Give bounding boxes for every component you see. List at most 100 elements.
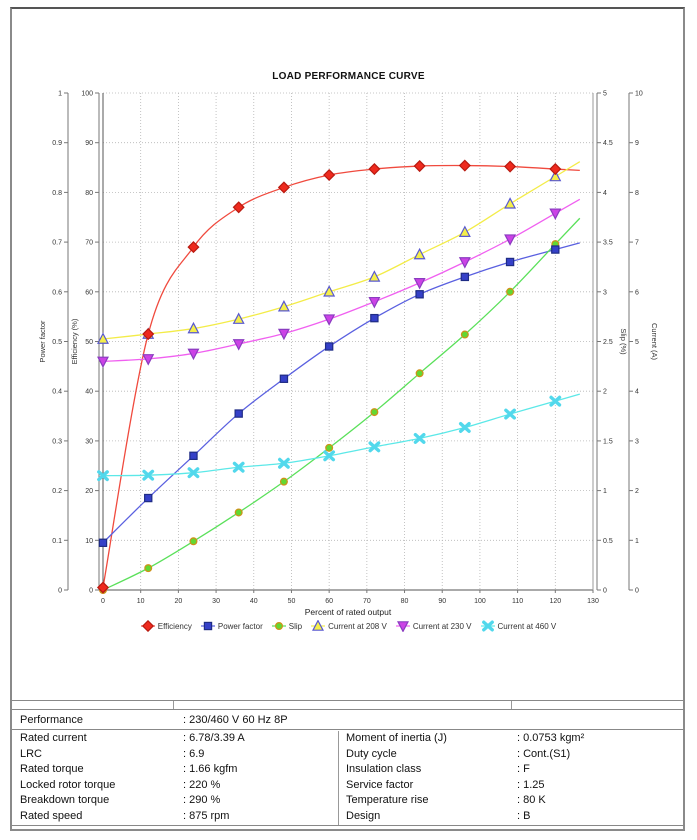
- spec-value: : 290 %: [183, 794, 221, 807]
- svg-text:0.5: 0.5: [603, 538, 613, 545]
- performance-row: Performance : 230/460 V 60 Hz 8P: [12, 710, 685, 730]
- svg-text:20: 20: [85, 488, 93, 495]
- spec-value: : 875 rpm: [183, 809, 230, 822]
- svg-text:60: 60: [85, 289, 93, 296]
- svg-text:50: 50: [288, 598, 296, 605]
- svg-text:3: 3: [635, 438, 639, 445]
- svg-text:30: 30: [85, 438, 93, 445]
- svg-text:20: 20: [174, 598, 182, 605]
- svg-text:0.6: 0.6: [52, 289, 62, 296]
- svg-text:0.7: 0.7: [52, 240, 62, 247]
- circle-marker-icon: [271, 621, 286, 631]
- svg-text:8: 8: [635, 190, 639, 197]
- axis-title-x: Percent of rated output: [305, 607, 392, 617]
- svg-text:0: 0: [603, 588, 607, 595]
- legend-item: Current at 460 V: [480, 620, 557, 632]
- svg-text:0.8: 0.8: [52, 190, 62, 197]
- legend-item: Current at 208 V: [311, 620, 387, 632]
- axis-title-slip: Slip (%): [619, 328, 628, 355]
- diamond-marker-icon: [140, 620, 155, 632]
- spec-label: Rated speed: [20, 809, 83, 822]
- spec-value: : 6.78/3.39 A: [183, 732, 245, 744]
- svg-text:3.5: 3.5: [603, 240, 613, 247]
- svg-text:0: 0: [89, 588, 93, 595]
- svg-text:1: 1: [58, 91, 62, 98]
- chart-legend: Efficiency Power factor Slip Current at 208…: [0, 620, 697, 632]
- svg-text:2: 2: [603, 389, 607, 396]
- triangle-down-marker-icon: [395, 621, 410, 632]
- svg-text:0: 0: [58, 588, 62, 595]
- spec-label: Design: [338, 808, 510, 825]
- legend-item: Efficiency: [140, 620, 192, 632]
- svg-text:4: 4: [603, 190, 607, 197]
- legend-label: Current at 460 V: [497, 621, 557, 631]
- svg-text:6: 6: [635, 289, 639, 296]
- svg-text:4.5: 4.5: [603, 140, 613, 147]
- axis-title-efficiency: Efficiency (%): [70, 318, 79, 364]
- svg-text:70: 70: [363, 598, 371, 605]
- svg-text:1: 1: [603, 488, 607, 495]
- spec-label: Rated torque: [20, 763, 84, 776]
- x-marker-icon: [480, 620, 495, 632]
- spec-table: Performance : 230/460 V 60 Hz 8P Rated c…: [12, 700, 685, 826]
- svg-text:0.9: 0.9: [52, 140, 62, 147]
- spec-label: Rated current: [20, 732, 87, 744]
- spec-table-header-strip: [12, 700, 685, 710]
- svg-text:30: 30: [212, 598, 220, 605]
- svg-text:0.2: 0.2: [52, 488, 62, 495]
- triangle-up-marker-icon: [311, 620, 326, 631]
- svg-text:10: 10: [85, 538, 93, 545]
- svg-text:7: 7: [635, 240, 639, 247]
- spec-value: : 0.0753 kgm²: [517, 732, 585, 744]
- spec-label: Performance: [20, 713, 83, 726]
- spec-rows-block: Rated current : 6.78/3.39 A Moment of iner…: [12, 730, 685, 826]
- svg-text:100: 100: [474, 598, 486, 605]
- svg-text:90: 90: [438, 598, 446, 605]
- square-marker-icon: [200, 621, 215, 631]
- svg-text:0.3: 0.3: [52, 438, 62, 445]
- spec-value: : 1.66 kgfm: [183, 763, 238, 776]
- svg-text:130: 130: [587, 598, 599, 605]
- svg-text:90: 90: [85, 140, 93, 147]
- legend-label: Efficiency: [157, 621, 192, 631]
- spec-label: Moment of inertia (J): [338, 731, 510, 747]
- spec-value: : B: [517, 809, 531, 822]
- legend-label: Current at 230 V: [412, 621, 472, 631]
- svg-text:1.5: 1.5: [603, 438, 613, 445]
- svg-text:10: 10: [137, 598, 145, 605]
- spec-label: Service factor: [338, 777, 510, 794]
- svg-text:70: 70: [85, 240, 93, 247]
- legend-item: Current at 230 V: [395, 620, 472, 632]
- spec-label: Breakdown torque: [20, 794, 110, 807]
- svg-text:5: 5: [635, 339, 639, 346]
- svg-text:0: 0: [635, 588, 639, 595]
- legend-item: Slip: [271, 620, 303, 632]
- svg-text:3: 3: [603, 289, 607, 296]
- svg-text:2.5: 2.5: [603, 339, 613, 346]
- spec-label: Duty cycle: [338, 746, 510, 763]
- svg-text:0.1: 0.1: [52, 538, 62, 545]
- spec-label: Temperature rise: [338, 793, 510, 809]
- svg-text:80: 80: [85, 190, 93, 197]
- page-border-frame: [10, 7, 685, 831]
- strip-cell: [511, 701, 685, 709]
- svg-text:40: 40: [250, 598, 258, 605]
- legend-label: Slip: [288, 621, 303, 631]
- spec-value: : 6.9: [183, 747, 205, 760]
- svg-text:9: 9: [635, 140, 639, 147]
- svg-text:50: 50: [85, 339, 93, 346]
- svg-text:110: 110: [512, 598, 523, 605]
- legend-item: Power factor: [200, 620, 263, 632]
- spec-value: : Cont.(S1): [517, 747, 571, 760]
- svg-text:4: 4: [635, 389, 639, 396]
- svg-text:100: 100: [81, 91, 93, 98]
- svg-text:40: 40: [85, 389, 93, 396]
- svg-text:10: 10: [635, 91, 643, 98]
- spec-label: Insulation class: [338, 762, 510, 778]
- axis-title-power_factor: Power factor: [38, 320, 47, 363]
- svg-text:60: 60: [325, 598, 333, 605]
- spec-label: LRC: [20, 747, 43, 760]
- svg-text:120: 120: [549, 598, 561, 605]
- strip-cell: [173, 701, 511, 709]
